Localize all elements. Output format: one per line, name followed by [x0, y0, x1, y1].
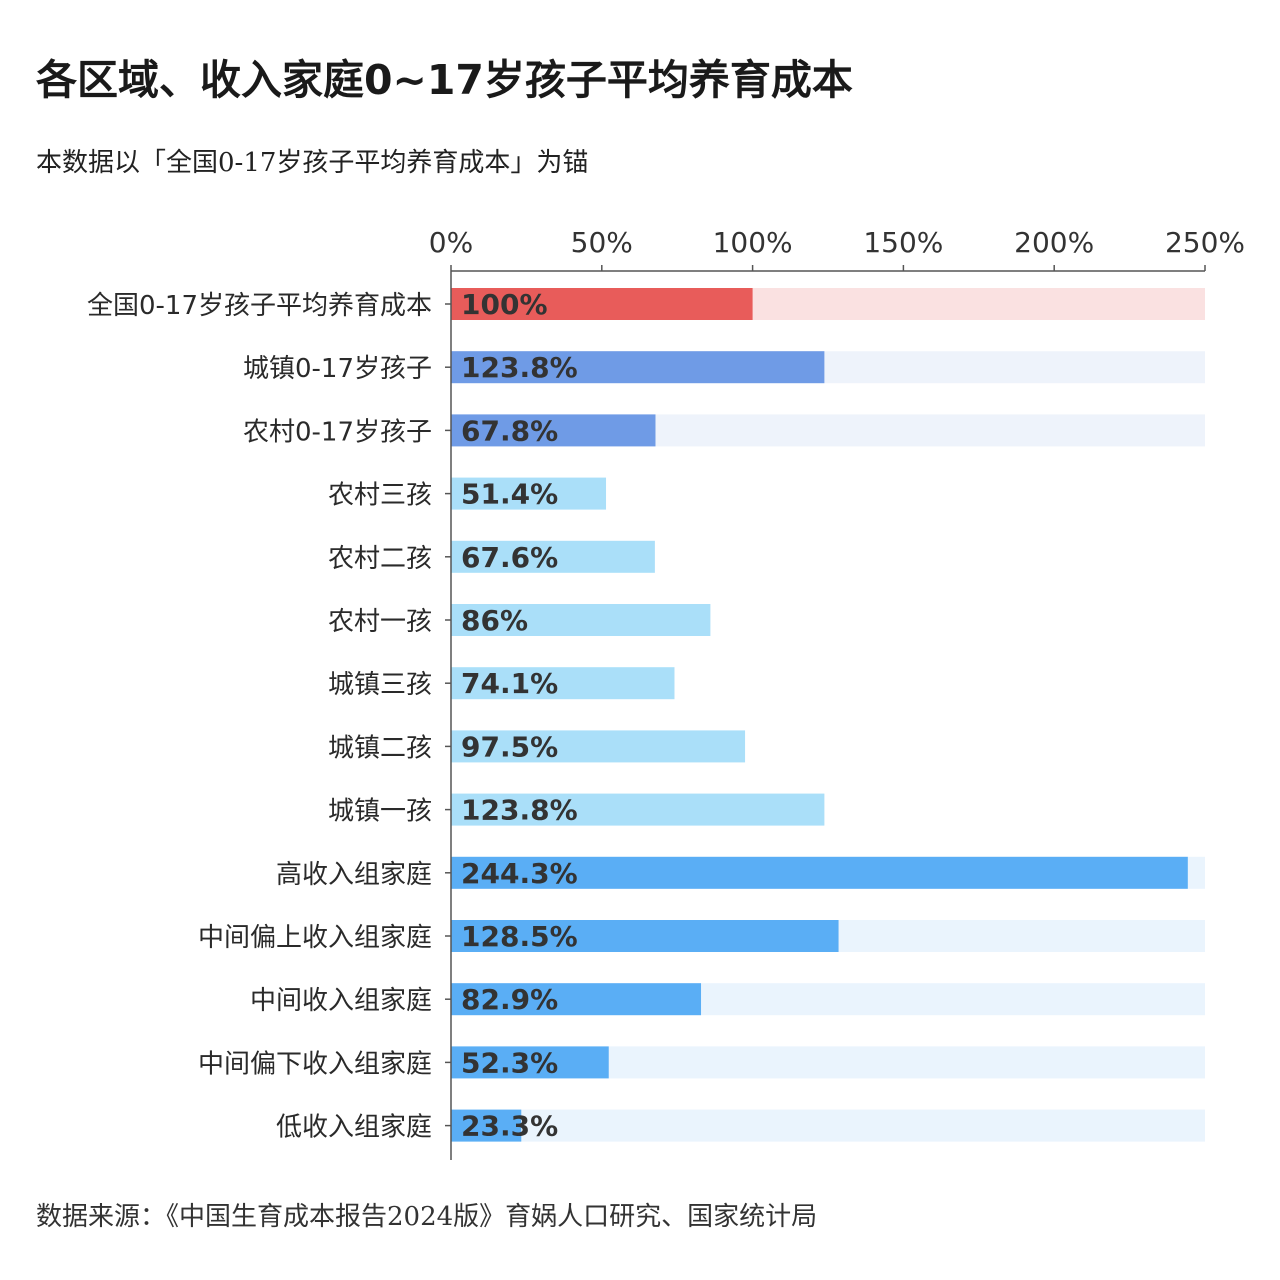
bar — [451, 667, 675, 700]
category-label: 农村0-17岁孩子 — [243, 417, 432, 447]
category-label: 低收入组家庭 — [276, 1113, 432, 1143]
value-label: 51.4% — [461, 478, 558, 511]
chart-title: 各区域、收入家庭0~17岁孩子平均养育成本 — [36, 56, 853, 104]
chart-subtitle: 本数据以「全国0-17岁孩子平均养育成本」为锚 — [36, 148, 589, 178]
category-label: 城镇三孩 — [328, 670, 432, 700]
source-note: 数据来源：《中国生育成本报告2024版》育娲人口研究、国家统计局 — [36, 1202, 818, 1232]
value-label: 123.8% — [461, 351, 578, 384]
value-label: 244.3% — [461, 857, 578, 890]
value-label: 67.8% — [461, 414, 558, 447]
bar — [451, 920, 839, 952]
bar — [451, 414, 656, 447]
bar — [451, 288, 753, 320]
value-label: 128.5% — [461, 920, 578, 953]
value-label: 74.1% — [461, 667, 558, 700]
bar — [451, 730, 746, 763]
bar — [451, 856, 1188, 889]
x-tick-label: 0% — [429, 226, 473, 259]
category-label: 城镇0-17岁孩子 — [243, 354, 432, 384]
category-label: 高收入组家庭 — [276, 860, 432, 890]
category-label: 农村二孩 — [328, 544, 432, 574]
value-label: 97.5% — [461, 730, 558, 763]
category-label: 全国0-17岁孩子平均养育成本 — [87, 291, 432, 321]
value-label: 82.9% — [461, 983, 558, 1016]
bar-track — [451, 1109, 1205, 1142]
bar — [451, 604, 711, 636]
x-tick-label: 150% — [863, 226, 943, 259]
x-tick-label: 100% — [713, 226, 793, 259]
bar — [451, 1109, 522, 1142]
category-label: 城镇一孩 — [328, 797, 432, 827]
bar — [451, 351, 825, 384]
bar — [451, 793, 825, 826]
category-label: 农村三孩 — [328, 481, 432, 511]
value-label: 67.6% — [461, 541, 558, 574]
value-label: 86% — [461, 604, 528, 637]
category-label: 农村一孩 — [328, 607, 432, 637]
value-label: 52.3% — [461, 1046, 558, 1079]
x-tick-label: 250% — [1165, 226, 1245, 259]
value-label: 123.8% — [461, 794, 578, 827]
category-label: 中间偏上收入组家庭 — [198, 923, 432, 953]
bar — [451, 540, 655, 573]
value-label: 23.3% — [461, 1110, 558, 1143]
bar — [451, 1046, 609, 1079]
category-label: 中间偏下收入组家庭 — [198, 1049, 432, 1079]
category-label: 城镇二孩 — [328, 733, 432, 763]
value-label: 100% — [461, 288, 548, 321]
x-tick-label: 50% — [571, 226, 633, 259]
bar — [451, 983, 702, 1016]
category-label: 中间收入组家庭 — [250, 986, 432, 1016]
bar — [451, 477, 607, 510]
x-tick-label: 200% — [1014, 226, 1094, 259]
